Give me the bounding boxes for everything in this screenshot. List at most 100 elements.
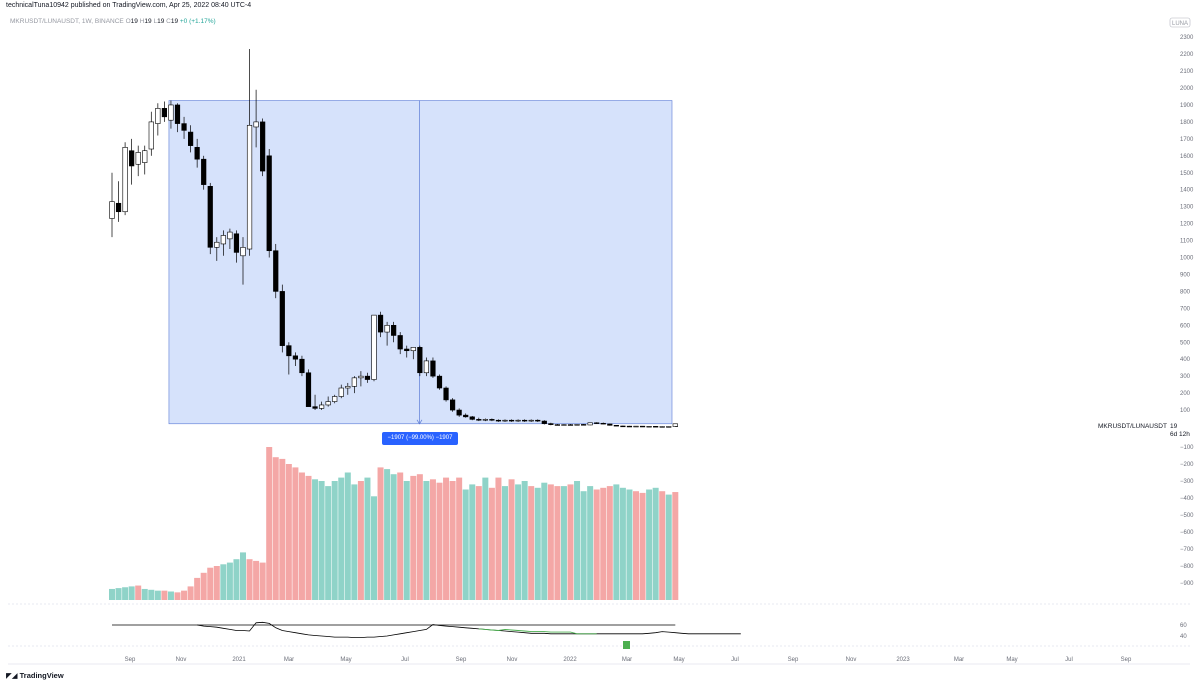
time-tick-label: Sep [125,657,136,663]
volume-tick-label: −800 [1180,564,1194,570]
volume-axis[interactable]: −100 −200 −300 −400 −500 −600 −700 −800 −900 [1180,445,1194,587]
candle-body [299,358,305,374]
volume-bar [181,590,188,600]
candle-body [279,291,285,346]
price-tick-label: 1700 [1180,137,1194,143]
candle-body [495,419,502,422]
legend-open-value: 19 [130,18,138,25]
indicator-axis[interactable]: 60 40 [1180,623,1187,640]
volume-bar [318,481,325,600]
candle-body [594,422,600,424]
candle-body [338,387,344,397]
volume-bar [521,481,528,600]
candle-body [214,241,220,248]
volume-bar [672,492,679,600]
symbol-tag[interactable]: MKRUSDT/LUNAUSDT [1098,423,1167,430]
time-tick-label: Jul [731,657,739,663]
price-tick-label: 1800 [1180,120,1194,126]
volume-bar [292,467,299,600]
price-axis[interactable]: 2300 2200 2100 2000 1900 1800 1700 1600 1500 1400… [1180,35,1194,414]
candle-body [148,121,154,150]
candle-body [528,419,534,422]
volume-bar [174,592,181,600]
candle-body [266,155,272,252]
volume-bar [626,489,633,600]
time-tick-label: Sep [1121,657,1132,663]
candle-body [286,345,292,357]
legend-low-label: L [153,18,158,25]
volume-tick-label: −300 [1180,479,1194,485]
price-tick-label: 900 [1180,272,1191,278]
volume-bar [482,477,489,600]
time-tick-label: Mar [622,657,632,663]
volume-bar [377,467,384,600]
volume-bar [665,494,672,600]
candle-body [554,424,560,426]
candle-body [240,247,246,257]
candle-body [646,426,652,428]
volume-bar [226,562,233,600]
volume-bar [619,487,626,600]
candle-body [115,202,122,213]
candle-body [201,158,207,185]
time-tick-label: 2022 [563,657,577,663]
candle-body [541,420,547,424]
price-tick-label: 500 [1180,340,1191,346]
candle-body [443,387,449,401]
volume-bar [200,572,207,600]
volume-bar [462,489,469,600]
candle-body [436,375,443,389]
candle-body [410,347,416,352]
time-tick-label: Sep [788,657,799,663]
tradingview-logo-text: TradingView [19,671,64,680]
volume-bar [397,472,404,600]
volume-bar [240,552,246,600]
volume-tick-label: −700 [1180,547,1194,553]
symbol-legend: MKRUSDT/LUNAUSDT, 1W, BINANCE O19 H19 L1… [10,18,216,25]
volume-bar [554,486,561,600]
candle-body [502,419,508,422]
candle-body [332,396,338,402]
volume-tick-label: −600 [1180,530,1194,536]
volume-bar [266,447,273,600]
price-tick-label: 1200 [1180,222,1194,228]
volume-bar [580,491,587,600]
candle-body [207,186,213,248]
time-tick-label: Nov [507,657,518,663]
measure-box[interactable] [168,100,673,425]
candle-body [535,419,541,422]
volume-bar [259,562,266,600]
price-tick-label: 2200 [1180,52,1194,58]
candle-body [220,235,226,245]
time-axis[interactable]: Sep Nov 2021 Mar May Jul Sep Nov 2022 Mar May Jul Se… [125,657,1132,663]
volume-bar [213,566,220,600]
candle-body [580,424,587,426]
volume-tick-label: −900 [1180,581,1194,587]
volume-bar [207,567,214,600]
volume-bar [220,564,227,600]
volume-bar [403,481,410,600]
measure-badge[interactable]: −1907 (−99.00%) −1907 [382,432,458,445]
volume-bar [246,559,253,600]
indicator-marker[interactable] [623,641,630,649]
candle-body [129,150,135,167]
volume-bar [502,486,508,600]
currency-badge[interactable] [1169,17,1191,28]
candle-body [449,399,456,411]
volume-bar [593,489,600,600]
volume-bar [429,479,436,600]
legend-symbol[interactable]: MKRUSDT/LUNAUSDT, 1W, BINANCE [10,18,124,25]
volume-bar [456,477,463,600]
volume-bar [187,586,194,600]
volume-bar [109,588,115,600]
volume-bar [154,590,161,600]
tradingview-logo[interactable]: ◤◢ TradingView [6,671,64,680]
volume-bar [357,481,364,600]
volume-bar [325,486,332,600]
candle-body [260,121,266,172]
candle-body [469,416,475,420]
candle-body [161,108,168,118]
volume-bar [305,475,312,600]
volume-bar [508,479,515,600]
measure-arrow-head [416,419,423,425]
